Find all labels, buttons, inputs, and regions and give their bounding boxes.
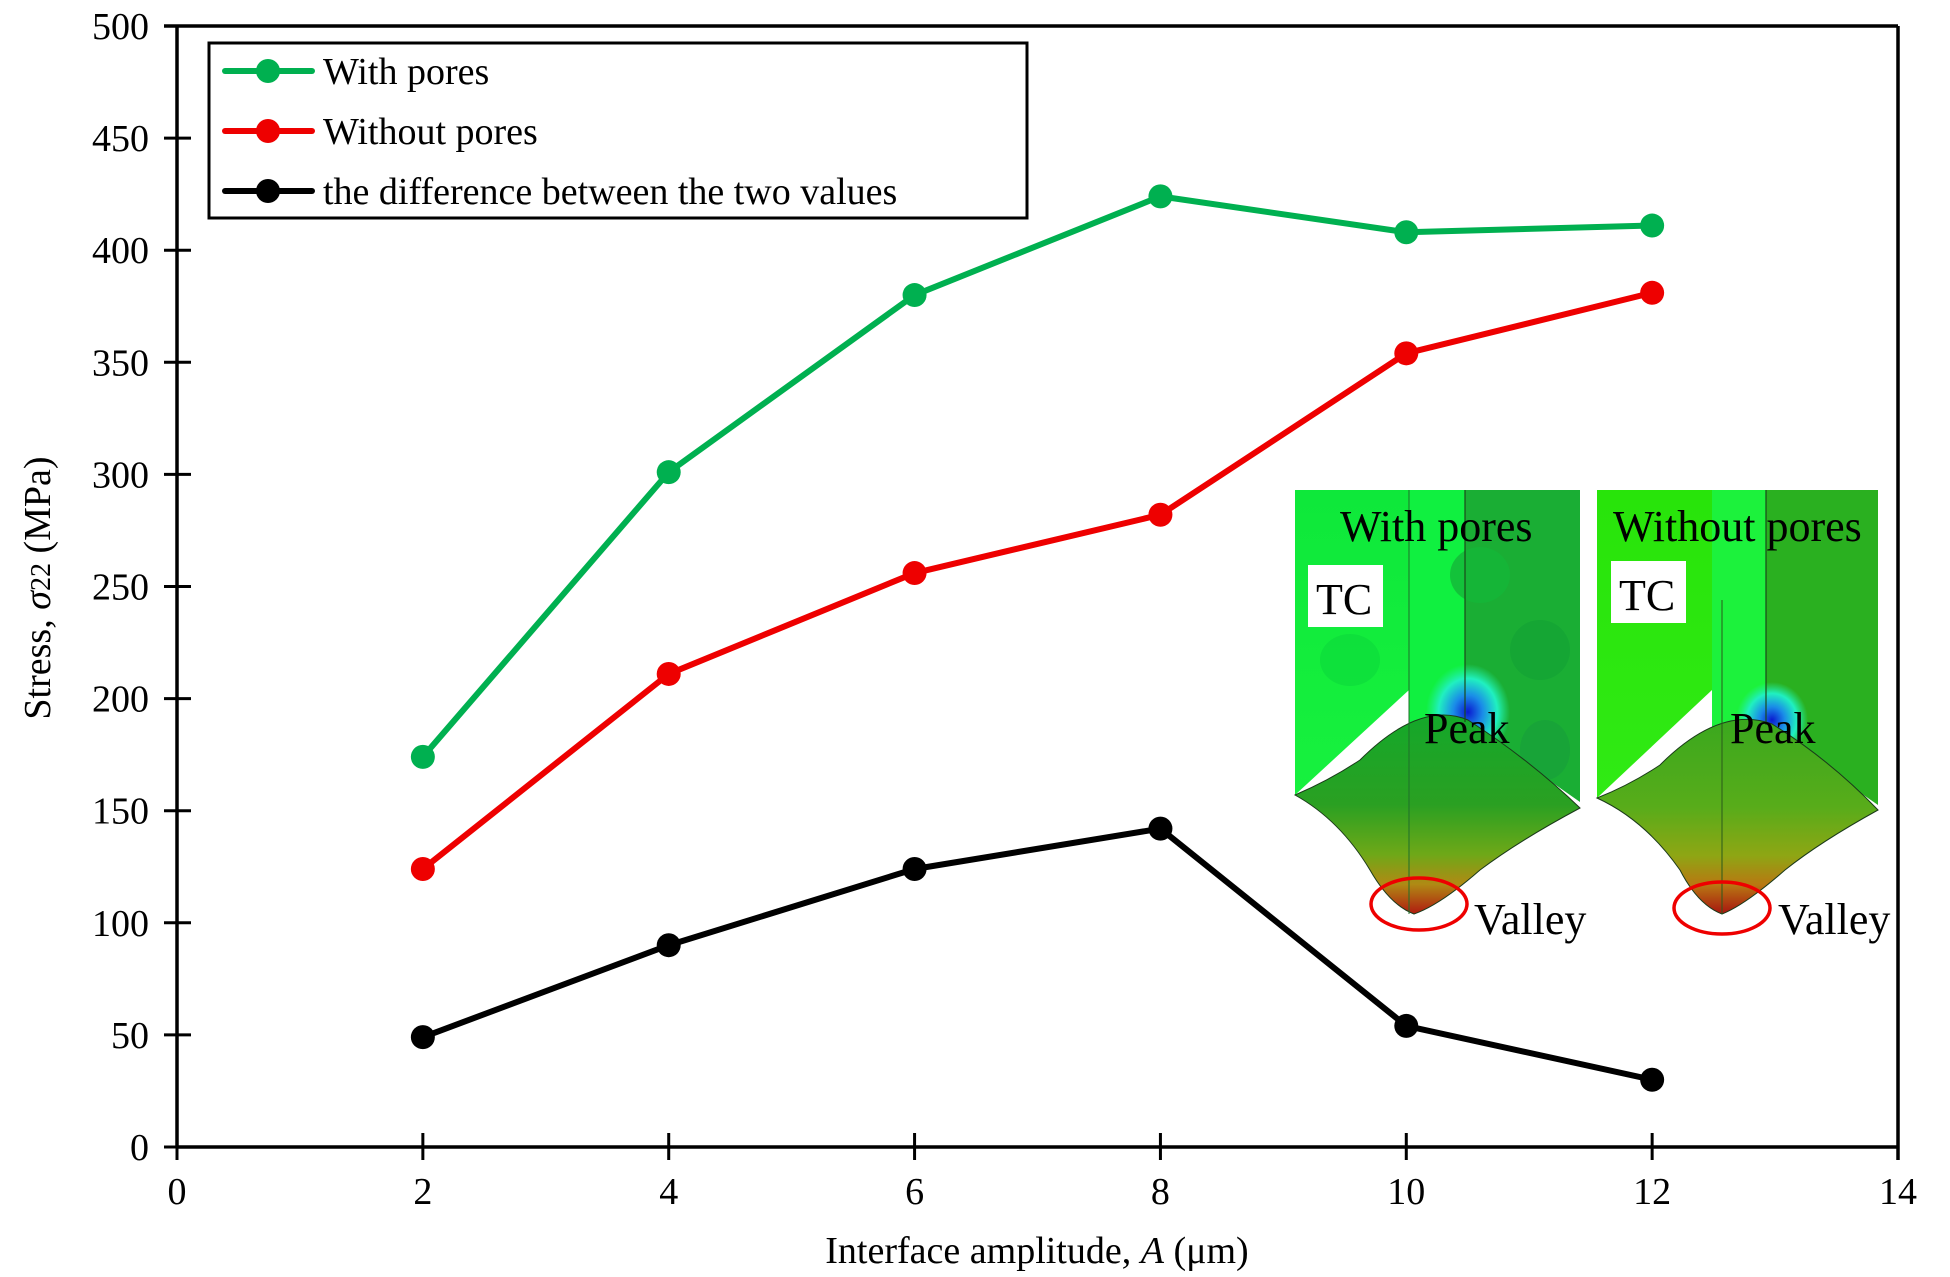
y-axis-label-subscript: 22 xyxy=(26,563,57,591)
y-tick-label: 250 xyxy=(92,567,149,609)
inset-without-pores: TC Without pores Peak Valley xyxy=(1595,490,1890,944)
x-tick-label: 6 xyxy=(905,1171,924,1213)
y-axis-label-prefix: Stress, xyxy=(17,610,59,720)
y-tick-label: 50 xyxy=(111,1015,149,1057)
data-point xyxy=(656,933,681,958)
y-tick-label: 500 xyxy=(92,6,149,48)
inset-interface-surface xyxy=(1595,718,1879,915)
y-tick-label: 450 xyxy=(92,118,149,160)
pore-mark xyxy=(1320,634,1380,686)
y-tick-label: 100 xyxy=(92,903,149,945)
y-axis-ticks: 0 50 100 150 200 250 300 350 400 450 500 xyxy=(92,6,191,1169)
data-point xyxy=(410,1025,435,1050)
x-tick-label: 14 xyxy=(1879,1171,1917,1213)
legend-marker xyxy=(256,119,280,143)
data-point xyxy=(902,856,927,881)
inset-with-pores: TC With pores Peak Valley xyxy=(1293,490,1586,944)
data-point xyxy=(1640,1067,1665,1092)
y-tick-label: 200 xyxy=(92,679,149,721)
legend-entry: the difference between the two values xyxy=(222,171,897,213)
inset-interface-surface xyxy=(1293,714,1581,915)
data-point xyxy=(1640,280,1665,305)
series-line xyxy=(420,193,1653,759)
data-point xyxy=(1148,502,1173,527)
pore-mark xyxy=(1510,620,1570,680)
tc-label-box xyxy=(1308,565,1383,627)
legend-label: With pores xyxy=(323,51,489,93)
x-tick-label: 8 xyxy=(1151,1171,1170,1213)
valley-label: Valley xyxy=(1474,895,1586,944)
tc-label: TC xyxy=(1316,575,1372,624)
data-point xyxy=(1394,1013,1419,1038)
valley-highlight-circle xyxy=(1369,876,1469,932)
valley-highlight-circle xyxy=(1672,880,1772,936)
peak-label: Peak xyxy=(1730,704,1816,753)
inset-title: With pores xyxy=(1340,502,1533,551)
tc-label: TC xyxy=(1619,571,1675,620)
pore-mark xyxy=(1520,720,1570,780)
series-with-pores xyxy=(410,184,1665,769)
data-point xyxy=(902,283,927,308)
x-axis-label-variable: A xyxy=(1138,1230,1165,1272)
x-axis-ticks: 0 2 4 6 8 10 12 14 xyxy=(168,1133,1917,1213)
data-point xyxy=(1394,220,1419,245)
x-tick-label: 2 xyxy=(413,1171,432,1213)
y-axis-label-symbol: σ xyxy=(17,590,59,610)
data-point xyxy=(1148,184,1173,209)
y-tick-label: 400 xyxy=(92,230,149,272)
data-point xyxy=(1148,816,1173,841)
legend-marker xyxy=(256,59,280,83)
data-point xyxy=(1640,213,1665,238)
valley-label: Valley xyxy=(1778,895,1890,944)
y-axis-label-unit: (MPa) xyxy=(17,456,59,563)
pore-mark xyxy=(1450,547,1510,603)
data-point xyxy=(902,561,927,586)
series-without-pores xyxy=(410,280,1665,881)
x-axis-label-unit: (μm) xyxy=(1164,1230,1249,1272)
x-axis-label: Interface amplitude, A (μm) xyxy=(825,1230,1248,1272)
inset-title: Without pores xyxy=(1613,502,1862,551)
x-axis-label-prefix: Interface amplitude, xyxy=(825,1230,1140,1272)
x-tick-label: 0 xyxy=(168,1171,187,1213)
y-axis-label: Stress, σ22 (MPa) xyxy=(17,456,59,719)
y-tick-label: 150 xyxy=(92,791,149,833)
legend-entry: Without pores xyxy=(222,111,538,153)
peak-label: Peak xyxy=(1424,704,1510,753)
legend: With pores Without pores the difference be… xyxy=(207,41,1029,220)
data-point xyxy=(656,460,681,485)
y-tick-label: 0 xyxy=(130,1127,149,1169)
y-tick-label: 300 xyxy=(92,454,149,496)
x-tick-label: 10 xyxy=(1387,1171,1425,1213)
series-line xyxy=(421,825,1653,1083)
tc-label-box xyxy=(1611,561,1686,623)
series-the-difference-between-the-two-values xyxy=(410,816,1665,1092)
x-tick-label: 4 xyxy=(659,1171,678,1213)
legend-label: Without pores xyxy=(323,111,538,153)
x-tick-label: 12 xyxy=(1633,1171,1671,1213)
data-point xyxy=(1394,341,1419,366)
data-point xyxy=(656,661,681,686)
data-point xyxy=(410,744,435,769)
legend-box xyxy=(207,41,1029,220)
legend-label: the difference between the two values xyxy=(323,171,897,213)
series-line xyxy=(420,289,1653,872)
legend-entry: With pores xyxy=(222,51,489,93)
data-point xyxy=(410,856,435,881)
series-layer xyxy=(410,184,1665,1092)
legend-marker xyxy=(256,179,280,203)
y-tick-label: 350 xyxy=(92,342,149,384)
